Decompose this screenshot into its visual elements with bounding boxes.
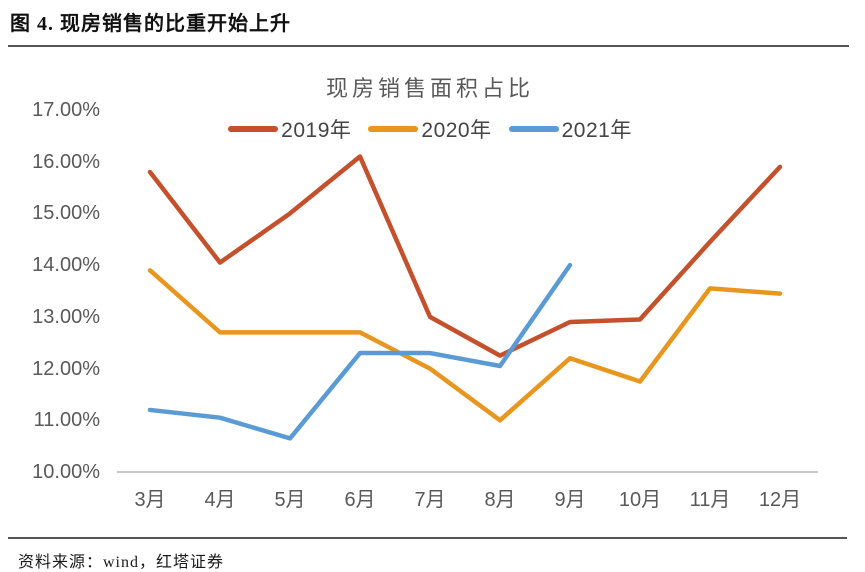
chart: 现房销售面积占比 2019年 2020年 2021年 17.00% 16.00% 15.… [0, 47, 865, 537]
legend-swatch-icon [508, 126, 559, 132]
legend-item: 2019年 [228, 114, 351, 144]
y-axis-label: 17.00% [32, 99, 100, 121]
y-axis-label: 16.00% [32, 150, 100, 173]
y-axis-label: 13.00% [32, 305, 100, 328]
legend-label: 2021年 [561, 119, 632, 142]
report-header: 图 4. 现房销售的比重开始上升 [8, 0, 849, 47]
x-axis-label: 7月 [414, 489, 446, 511]
legend-item: 2020年 [368, 114, 491, 144]
legend-swatch-icon [228, 126, 279, 132]
legend-item: 2021年 [508, 114, 632, 144]
source-text: 资料来源：wind，红塔证券 [18, 554, 225, 571]
chart-title: 现房销售面积占比 [325, 76, 534, 101]
series-line-2021年 [147, 262, 573, 441]
x-axis-label: 4月 [204, 489, 236, 511]
x-axis-label: 8月 [484, 489, 516, 511]
x-axis-label: 9月 [554, 489, 586, 511]
line-chart-plot [147, 154, 783, 441]
x-axis-line [117, 471, 818, 473]
x-axis-label: 10月 [618, 489, 662, 511]
x-axis-label: 3月 [134, 489, 166, 511]
y-axis-label: 11.00% [33, 409, 100, 432]
x-axis-label: 11月 [689, 489, 731, 511]
legend-label: 2019年 [281, 119, 352, 142]
y-axis-label: 14.00% [32, 254, 100, 277]
page-title: 图 4. 现房销售的比重开始上升 [10, 13, 291, 35]
y-axis-label: 15.00% [32, 202, 100, 225]
y-axis-label: 10.00% [32, 461, 100, 483]
x-axis-label: 12月 [758, 489, 802, 511]
series-line-2020年 [147, 268, 783, 423]
y-axis-label: 12.00% [32, 357, 100, 380]
x-axis-label: 6月 [344, 489, 376, 511]
x-axis-label: 5月 [274, 489, 306, 511]
series-line-2019年 [147, 154, 783, 358]
legend-label: 2020年 [421, 119, 492, 142]
chart-legend: 2019年 2020年 2021年 [0, 114, 860, 144]
legend-swatch-icon [368, 126, 419, 132]
